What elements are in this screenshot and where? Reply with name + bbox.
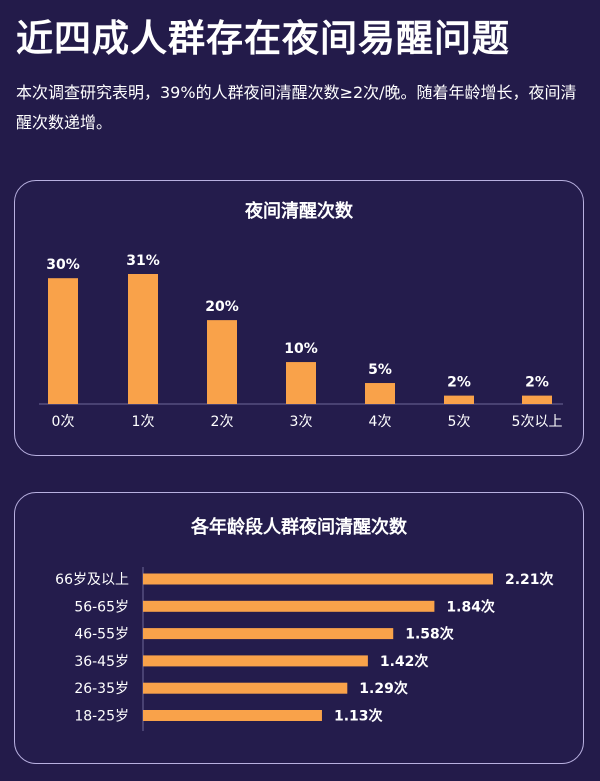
page-title: 近四成人群存在夜间易醒问题 bbox=[16, 17, 510, 60]
age-group-bar-chart: 66岁及以上 2.21次 56-65岁 1.84次 46-55岁 1.58次 36-45岁 1… bbox=[55, 567, 554, 731]
bar-value-label-0: 30% bbox=[46, 257, 80, 273]
bar-2 bbox=[207, 320, 237, 404]
bar-value-label-5: 2% bbox=[447, 375, 471, 391]
intro-text: 本次调查研究表明，39%的人群夜间清醒次数≥2次/晚。随着年龄增长，夜间清醒次数… bbox=[16, 83, 577, 132]
bar-value-label-3: 10% bbox=[284, 341, 318, 357]
category-label-3: 3次 bbox=[290, 414, 313, 430]
category-label-5: 5次 bbox=[448, 414, 471, 430]
bar-6 bbox=[522, 395, 552, 404]
wake-count-chart-title: 夜间清醒次数 bbox=[245, 201, 353, 222]
age-label-4: 26-35岁 bbox=[74, 681, 129, 697]
hbar-5 bbox=[143, 710, 322, 721]
hbar-2 bbox=[143, 628, 394, 640]
age-label-1: 56-65岁 bbox=[74, 599, 129, 615]
bar-value-label-6: 2% bbox=[525, 375, 549, 391]
category-label-0: 0次 bbox=[52, 414, 75, 430]
age-label-5: 18-25岁 bbox=[74, 709, 129, 725]
category-label-4: 4次 bbox=[369, 414, 392, 430]
hbar-value-label-5: 1.13次 bbox=[334, 708, 383, 725]
bar-value-label-4: 5% bbox=[368, 362, 392, 378]
hbar-1 bbox=[143, 600, 435, 612]
wake-count-bar-chart: 30% 0次 31% 1次 20% 2次 10% 3次 5% 4次 2% 5次 2% 5次以上 bbox=[39, 253, 563, 430]
hbar-0 bbox=[143, 573, 493, 585]
hbar-value-label-3: 1.42次 bbox=[380, 653, 429, 670]
hbar-value-label-1: 1.84次 bbox=[446, 598, 495, 615]
age-label-3: 36-45岁 bbox=[74, 654, 129, 670]
hbar-3 bbox=[143, 655, 368, 667]
bar-value-label-1: 31% bbox=[126, 253, 160, 269]
hbar-4 bbox=[143, 682, 348, 694]
hbar-value-label-4: 1.29次 bbox=[359, 680, 408, 697]
age-label-2: 46-55岁 bbox=[74, 627, 129, 643]
bar-3 bbox=[286, 362, 316, 404]
category-label-1: 1次 bbox=[132, 414, 155, 430]
category-label-2: 2次 bbox=[211, 414, 234, 430]
age-group-chart-card: 各年龄段人群夜间清醒次数 66岁及以上 2.21次 56-65岁 1.84次 46-55… bbox=[14, 492, 584, 764]
bar-0 bbox=[48, 278, 78, 404]
category-label-6: 5次以上 bbox=[512, 414, 563, 430]
bar-5 bbox=[444, 395, 474, 404]
wake-count-chart-card: 夜间清醒次数 30% 0次 31% 1次 20% 2次 10% 3次 5% 4次 2% 5次 2% 5次以… bbox=[14, 180, 584, 456]
age-label-0: 66岁及以上 bbox=[55, 572, 129, 588]
hbar-value-label-0: 2.21次 bbox=[505, 571, 554, 588]
age-group-chart-title: 各年龄段人群夜间清醒次数 bbox=[191, 517, 407, 538]
hbar-value-label-2: 1.58次 bbox=[405, 626, 454, 643]
bar-1 bbox=[128, 274, 158, 404]
bar-4 bbox=[365, 383, 395, 404]
bar-value-label-2: 20% bbox=[205, 299, 239, 315]
